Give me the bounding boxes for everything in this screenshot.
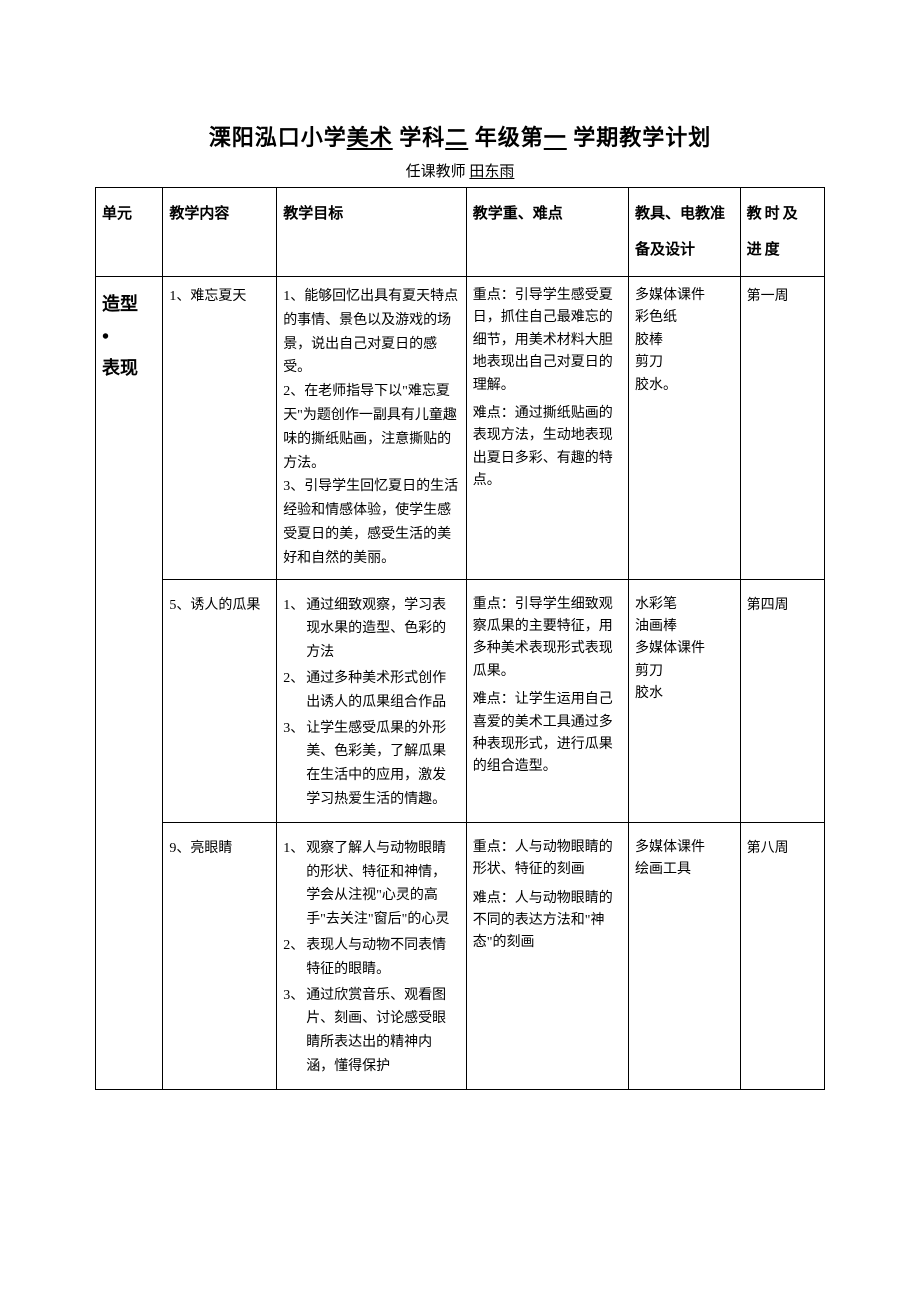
unit-line2: 表现 [102,349,156,389]
unit-cell: 造型•表现 [96,277,163,1090]
goal-number: 3、 [283,479,304,494]
focus-cell: 重点：引导学生细致观察瓜果的主要特征，用多种美术表现形式表现瓜果。难点：让学生运… [466,579,628,822]
goal-text: 通过细致观察，学习表现水果的造型、色彩的方法 [306,594,460,665]
tool-item: 胶水 [635,683,734,705]
content-cell: 9、亮眼睛 [163,822,277,1089]
goal-item: 1、观察了解人与动物眼睛的形状、特征和神情，学会从注视"心灵的高手"去关注"窗后… [283,837,460,932]
goal-text: 表现人与动物不同表情特征的眼睛。 [306,934,460,982]
goal-cell: 1、观察了解人与动物眼睛的形状、特征和神情，学会从注视"心灵的高手"去关注"窗后… [277,822,467,1089]
title-prefix: 溧阳泓口小学 [209,125,347,150]
tool-item: 彩色纸 [635,307,734,329]
tools-cell: 多媒体课件彩色纸胶棒剪刀胶水。 [629,277,741,580]
goal-number: 1、 [283,837,304,932]
header-unit: 单元 [96,188,163,277]
schedule-cell: 第一周 [740,277,824,580]
goal-number: 1、 [283,289,304,304]
focus-cell: 重点：人与动物眼睛的形状、特征的刻画难点：人与动物眼睛的不同的表达方法和"神态"… [466,822,628,1089]
focus-item: 重点：引导学生细致观察瓜果的主要特征，用多种美术表现形式表现瓜果。 [473,594,622,684]
unit-dot: • [102,325,156,349]
tools-cell: 多媒体课件绘画工具 [629,822,741,1089]
focus-item: 难点：人与动物眼睛的不同的表达方法和"神态"的刻画 [473,888,622,955]
goal-cell: 1、通过细致观察，学习表现水果的造型、色彩的方法2、通过多种美术形式创作出诱人的… [277,579,467,822]
header-focus: 教学重、难点 [466,188,628,277]
goal-item: 2、在老师指导下以"难忘夏天"为题创作一副具有儿童趣味的撕纸贴画，注意撕贴的方法… [283,380,460,475]
title-mid1: 学科 [393,125,446,150]
content-cell: 5、诱人的瓜果 [163,579,277,822]
goal-item: 3、通过欣赏音乐、观看图片、刻画、讨论感受眼睛所表达出的精神内涵，懂得保护 [283,984,460,1079]
tool-item: 多媒体课件 [635,285,734,307]
tools-cell: 水彩笔油画棒多媒体课件剪刀胶水 [629,579,741,822]
goal-text: 引导学生回忆夏日的生活经验和情感体验，使学生感受夏日的美，感受生活的美好和自然的… [283,479,458,565]
schedule-cell: 第八周 [740,822,824,1089]
goal-text: 在老师指导下以"难忘夏天"为题创作一副具有儿童趣味的撕纸贴画，注意撕贴的方法。 [283,384,457,470]
page-title: 溧阳泓口小学美术 学科二 年级第一 学期教学计划 [95,120,825,152]
header-content: 教学内容 [163,188,277,277]
title-mid2: 年级第 [468,125,544,150]
goal-number: 3、 [283,717,304,812]
tool-item: 胶棒 [635,330,734,352]
goal-item: 2、通过多种美术形式创作出诱人的瓜果组合作品 [283,667,460,715]
goal-text: 通过多种美术形式创作出诱人的瓜果组合作品 [306,667,460,715]
table-row: 造型•表现1、难忘夏天1、能够回忆出具有夏天特点的事情、景色以及游戏的场景，说出… [96,277,825,580]
header-goal: 教学目标 [277,188,467,277]
tool-item: 剪刀 [635,352,734,374]
tool-item: 多媒体课件 [635,837,734,859]
teaching-plan-table: 单元 教学内容 教学目标 教学重、难点 教具、电教准备及设计 教时及进度 造型•… [95,187,825,1090]
focus-cell: 重点：引导学生感受夏日，抓住自己最难忘的细节，用美术材料大胆地表现出自己对夏日的… [466,277,628,580]
header-schedule: 教时及进度 [740,188,824,277]
goal-item: 1、能够回忆出具有夏天特点的事情、景色以及游戏的场景，说出自己对夏日的感受。 [283,285,460,380]
table-row: 5、诱人的瓜果1、通过细致观察，学习表现水果的造型、色彩的方法2、通过多种美术形… [96,579,825,822]
goal-item: 1、通过细致观察，学习表现水果的造型、色彩的方法 [283,594,460,665]
goal-text: 让学生感受瓜果的外形美、色彩美，了解瓜果在生活中的应用，激发学习热爱生活的情趣。 [306,717,460,812]
tool-item: 剪刀 [635,661,734,683]
goal-number: 1、 [283,594,304,665]
schedule-cell: 第四周 [740,579,824,822]
goal-item: 3、引导学生回忆夏日的生活经验和情感体验，使学生感受夏日的美，感受生活的美好和自… [283,475,460,570]
unit-line1: 造型 [102,285,156,325]
title-subject: 美术 [347,125,393,150]
table-row: 9、亮眼睛1、观察了解人与动物眼睛的形状、特征和神情，学会从注视"心灵的高手"去… [96,822,825,1089]
goal-item: 3、让学生感受瓜果的外形美、色彩美，了解瓜果在生活中的应用，激发学习热爱生活的情… [283,717,460,812]
goal-number: 2、 [283,384,304,399]
goal-text: 观察了解人与动物眼睛的形状、特征和神情，学会从注视"心灵的高手"去关注"窗后"的… [306,837,460,932]
teacher-name: 田东雨 [469,164,514,180]
subtitle: 任课教师 田东雨 [95,160,825,181]
tool-item: 绘画工具 [635,859,734,881]
goal-text: 通过欣赏音乐、观看图片、刻画、讨论感受眼睛所表达出的精神内涵，懂得保护 [306,984,460,1079]
header-tools: 教具、电教准备及设计 [629,188,741,277]
focus-item: 重点：人与动物眼睛的形状、特征的刻画 [473,837,622,882]
content-cell: 1、难忘夏天 [163,277,277,580]
goal-number: 2、 [283,934,304,982]
focus-item: 难点：让学生运用自己喜爱的美术工具通过多种表现形式，进行瓜果的组合造型。 [473,689,622,779]
focus-item: 难点：通过撕纸贴画的表现方法，生动地表现出夏日多彩、有趣的特点。 [473,403,622,493]
goal-text: 能够回忆出具有夏天特点的事情、景色以及游戏的场景，说出自己对夏日的感受。 [283,289,458,375]
focus-item: 重点：引导学生感受夏日，抓住自己最难忘的细节，用美术材料大胆地表现出自己对夏日的… [473,285,622,397]
goal-number: 2、 [283,667,304,715]
goal-cell: 1、能够回忆出具有夏天特点的事情、景色以及游戏的场景，说出自己对夏日的感受。2、… [277,277,467,580]
tool-item: 油画棒 [635,616,734,638]
tool-item: 胶水。 [635,375,734,397]
goal-item: 2、表现人与动物不同表情特征的眼睛。 [283,934,460,982]
goal-number: 3、 [283,984,304,1079]
title-grade: 二 [445,125,468,150]
title-suffix: 学期教学计划 [567,125,712,150]
teacher-label: 任课教师 [406,164,466,180]
tool-item: 水彩笔 [635,594,734,616]
table-header-row: 单元 教学内容 教学目标 教学重、难点 教具、电教准备及设计 教时及进度 [96,188,825,277]
title-semester: 一 [544,125,567,150]
tool-item: 多媒体课件 [635,638,734,660]
